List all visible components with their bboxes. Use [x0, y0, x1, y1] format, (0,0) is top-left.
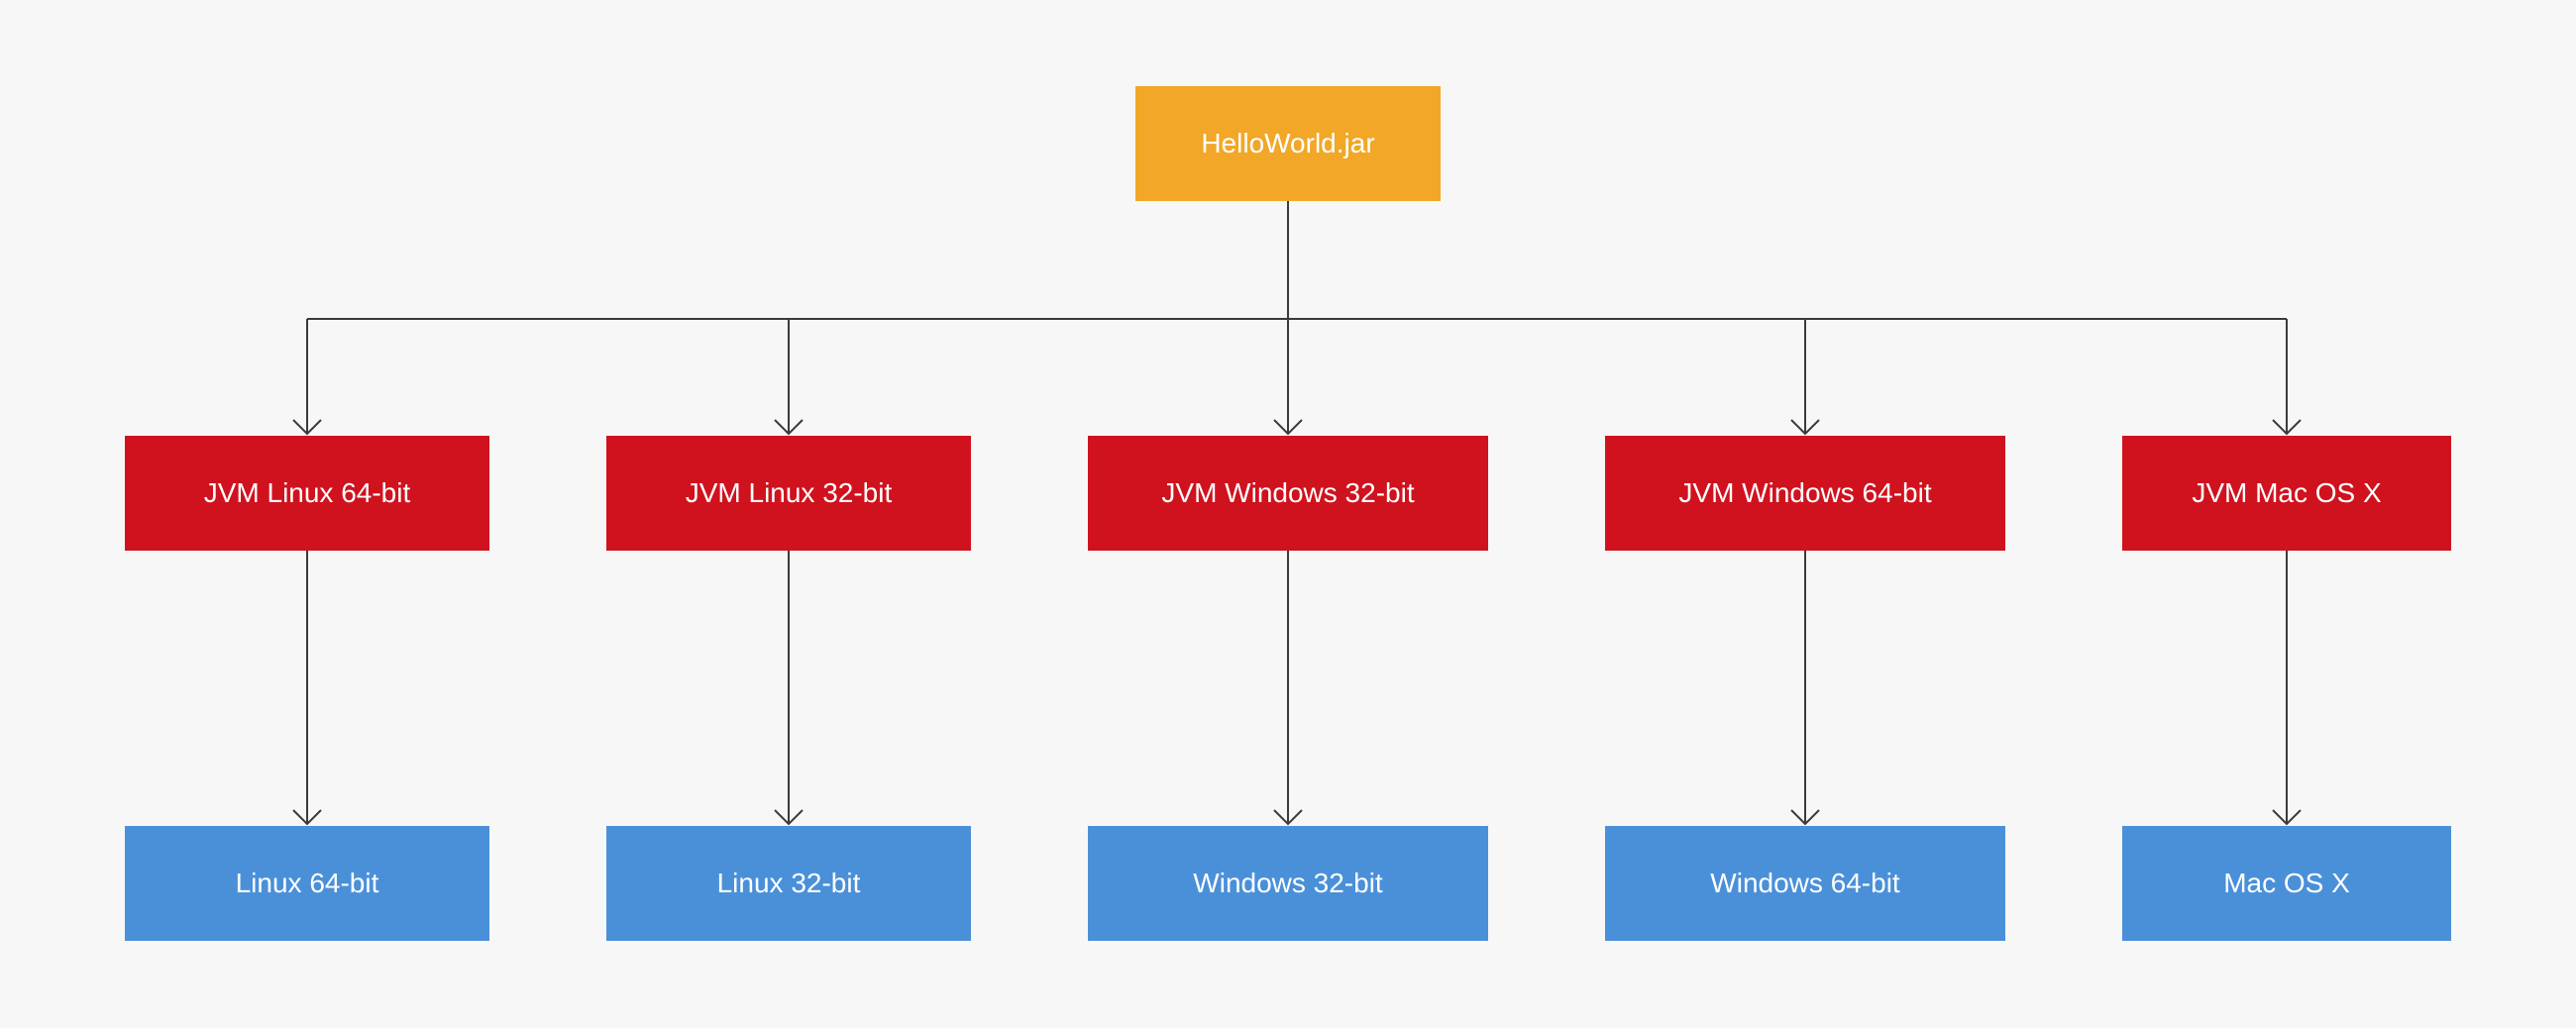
- node-root: HelloWorld.jar: [1135, 86, 1441, 201]
- node-jvm1: JVM Linux 64-bit: [125, 436, 489, 551]
- node-os1: Linux 64-bit: [125, 826, 489, 941]
- node-jvm5: JVM Mac OS X: [2122, 436, 2451, 551]
- diagram-canvas: HelloWorld.jar JVM Linux 64-bit JVM Linux …: [0, 0, 2576, 1028]
- node-jvm2: JVM Linux 32-bit: [606, 436, 971, 551]
- node-jvm3: JVM Windows 32-bit: [1088, 436, 1488, 551]
- node-jvm4: JVM Windows 64-bit: [1605, 436, 2005, 551]
- node-os4: Windows 64-bit: [1605, 826, 2005, 941]
- node-os2: Linux 32-bit: [606, 826, 971, 941]
- node-os3: Windows 32-bit: [1088, 826, 1488, 941]
- node-os5: Mac OS X: [2122, 826, 2451, 941]
